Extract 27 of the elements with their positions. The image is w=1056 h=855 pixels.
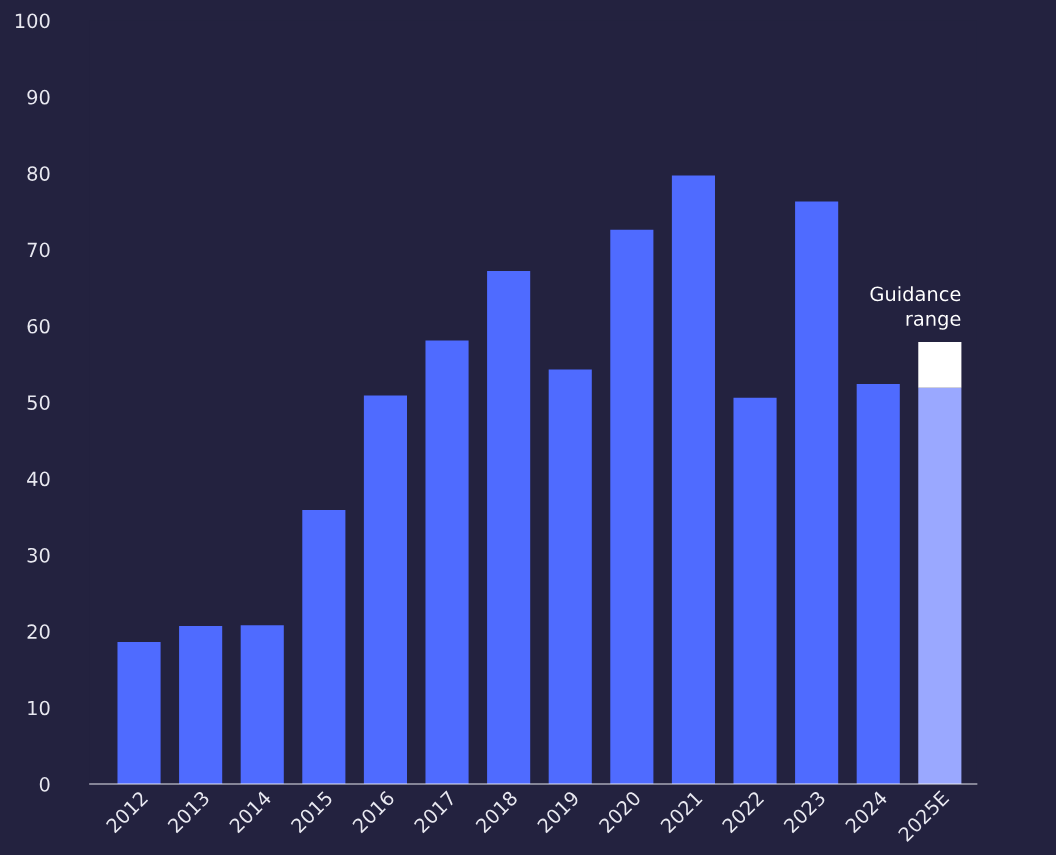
bar	[302, 509, 346, 785]
y-tick-label: 90	[27, 89, 50, 105]
bar	[240, 625, 284, 785]
y-tick-label: 50	[27, 395, 50, 410]
y-tick-label: 40	[27, 471, 50, 487]
y-tick-label: 10	[28, 700, 50, 716]
bar	[117, 642, 161, 785]
bar	[856, 383, 900, 785]
bar	[610, 229, 654, 785]
y-tick-label: 70	[27, 242, 50, 258]
bar	[733, 397, 777, 785]
bar	[363, 395, 407, 785]
y-tick-label: 80	[27, 166, 50, 181]
bar	[918, 387, 962, 785]
bar	[425, 340, 469, 785]
bar	[548, 369, 592, 785]
y-tick-label: 20	[27, 624, 50, 639]
y-tick-label: 100	[15, 13, 50, 29]
bar	[179, 625, 223, 785]
bar	[671, 175, 715, 785]
y-tick-label: 30	[27, 547, 50, 563]
annotation: Guidance range	[870, 286, 961, 330]
bar	[918, 341, 962, 388]
bar	[487, 270, 531, 785]
bar	[795, 201, 839, 785]
y-tick-label: 60	[27, 318, 50, 334]
y-tick-label: 0	[39, 776, 50, 792]
